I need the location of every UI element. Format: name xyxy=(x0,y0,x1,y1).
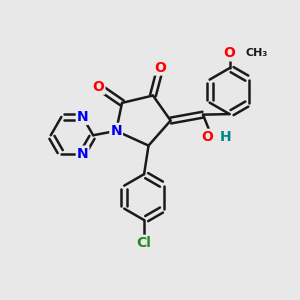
Text: H: H xyxy=(219,130,231,144)
Text: N: N xyxy=(110,124,122,138)
Text: N: N xyxy=(77,110,88,124)
Text: CH₃: CH₃ xyxy=(246,48,268,59)
Text: O: O xyxy=(224,46,236,60)
Text: N: N xyxy=(77,147,88,160)
Text: O: O xyxy=(202,130,213,144)
Text: O: O xyxy=(92,80,104,94)
Text: O: O xyxy=(154,61,166,75)
Text: Cl: Cl xyxy=(137,236,152,250)
